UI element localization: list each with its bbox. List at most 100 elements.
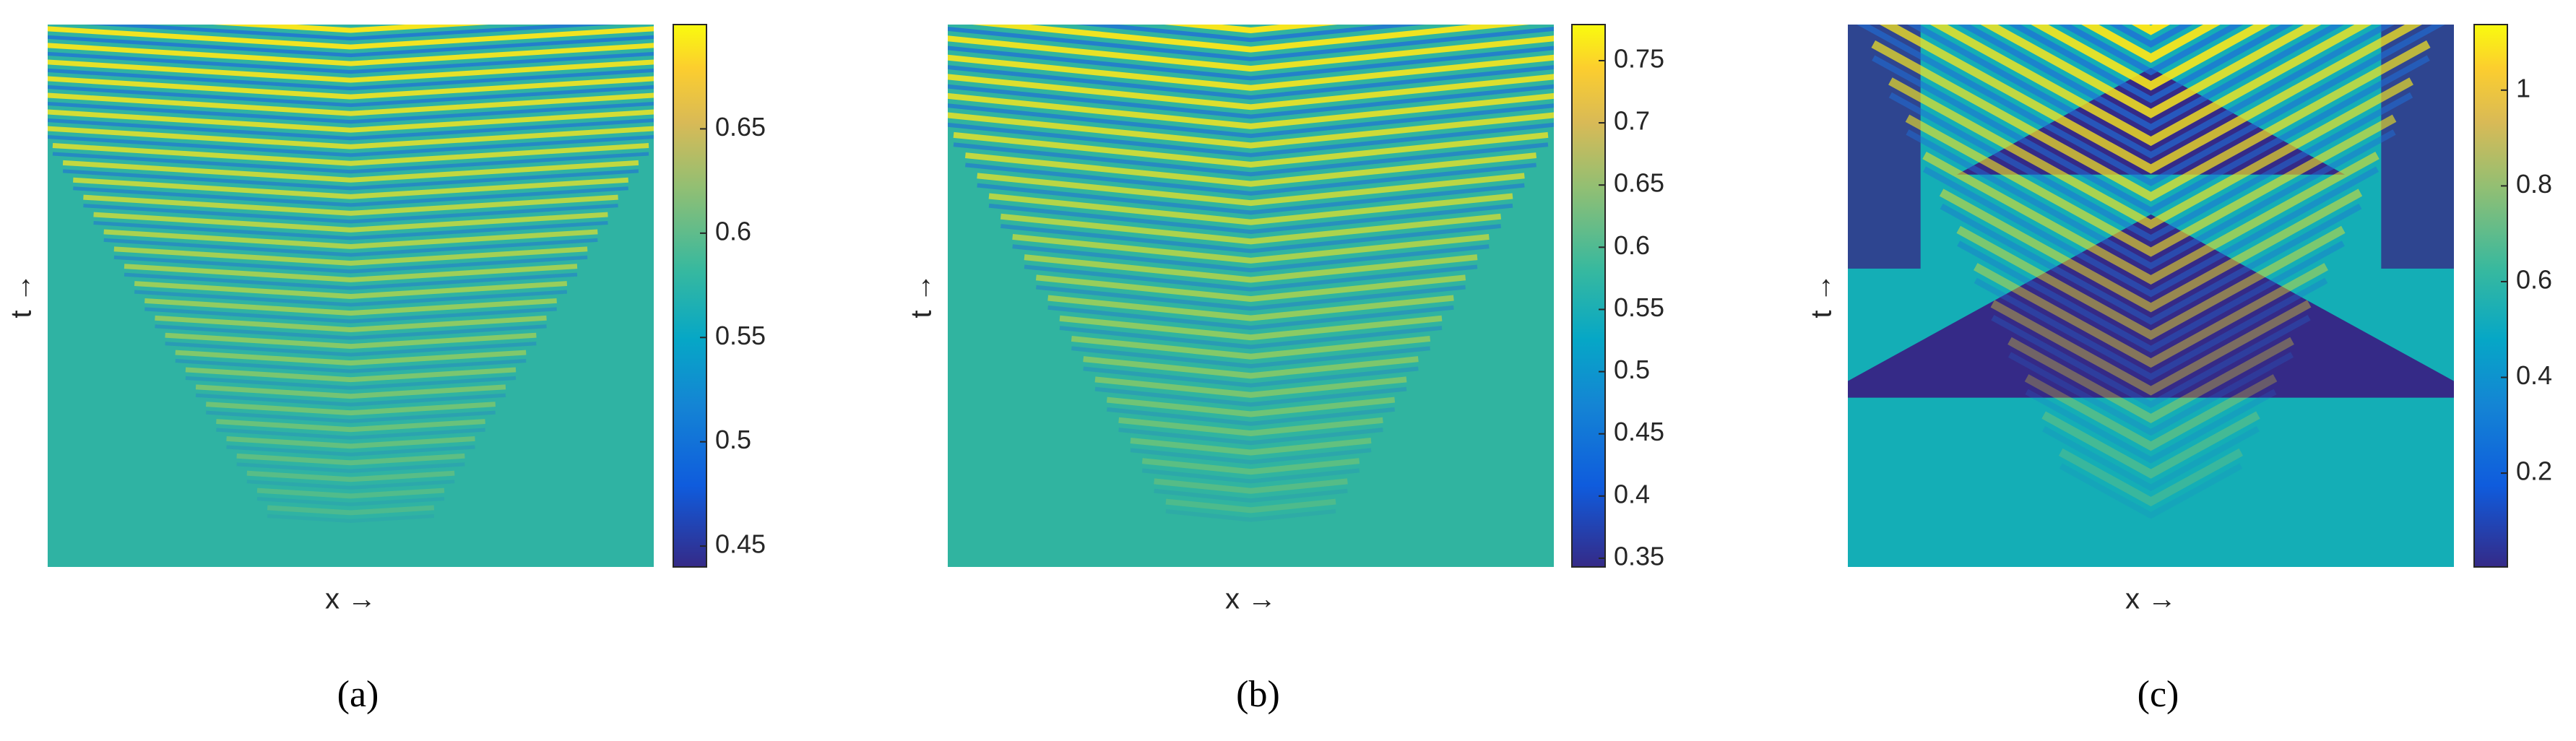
pattern-stripe	[52, 152, 649, 174]
pattern-stripe	[1165, 498, 1336, 514]
heatmap-image	[48, 25, 654, 567]
pattern-stripe	[953, 142, 1549, 177]
pattern-stripe	[1012, 244, 1490, 273]
pattern-stripe	[1118, 428, 1383, 446]
pattern-stripe	[185, 367, 517, 383]
pattern-stripe	[185, 376, 517, 390]
pattern-stripe	[948, 92, 1554, 129]
pattern-stripe	[1118, 417, 1383, 437]
pattern-stripe	[1922, 151, 2380, 285]
pattern-stripe	[48, 26, 654, 50]
pattern-stripe	[1024, 264, 1478, 292]
pattern-stripe	[256, 497, 445, 506]
colorbar-tick-label: 0.55	[715, 321, 766, 350]
pattern-stripe	[175, 350, 527, 366]
pattern-stripe	[1071, 346, 1430, 368]
pattern-stripe	[212, 25, 489, 33]
pattern-stripe	[103, 229, 598, 249]
pattern-stripe	[48, 59, 654, 83]
pattern-stripe	[48, 35, 654, 58]
pattern-stripe	[948, 103, 1554, 139]
pattern-stripe	[226, 445, 475, 456]
pattern-stripe	[2109, 25, 2193, 48]
pattern-stripe	[1922, 166, 2380, 298]
pattern-stripe	[1164, 25, 1338, 34]
colorbar-tick-label: 0.4	[1614, 479, 1650, 508]
pattern-stripe	[948, 46, 1554, 81]
pattern-stripe	[113, 246, 588, 266]
pattern-stripe	[48, 135, 654, 157]
pattern-stripe	[1012, 233, 1490, 264]
colorbar-tick-label: 0.65	[715, 112, 766, 142]
pattern-stripe	[1130, 438, 1372, 456]
pattern-stripe	[165, 332, 537, 350]
pattern-stripe	[988, 193, 1513, 225]
pattern-stripe	[2031, 25, 2271, 91]
pattern-stripe	[1106, 396, 1396, 417]
pattern-stripe	[83, 204, 618, 224]
pattern-stripe	[155, 324, 547, 340]
pattern-stripe	[1154, 478, 1348, 494]
colorbar-tick-label: 0.45	[715, 529, 766, 559]
pattern-stripe	[1094, 386, 1407, 407]
pattern-stripe	[948, 35, 1554, 72]
pattern-stripe	[1083, 356, 1419, 379]
pattern-stripe	[206, 402, 496, 416]
pattern-stripe	[948, 54, 1554, 91]
pattern-stripe	[236, 462, 465, 473]
pattern-stripe	[48, 101, 654, 124]
pattern-stripe	[1154, 488, 1348, 503]
pattern-stripe	[165, 342, 537, 357]
colorbar-tick-label: 0.45	[1614, 417, 1664, 446]
pattern-stripe	[2059, 463, 2243, 519]
colorbar-tick-label: 0.35	[1614, 541, 1664, 571]
colorbar-tick-label: 0.55	[1614, 292, 1664, 322]
colorbar	[673, 25, 706, 567]
pattern-stripe	[2081, 25, 2221, 63]
pattern-stripe	[1872, 55, 2430, 214]
pattern-stripe	[953, 131, 1549, 168]
pattern-stripe	[1957, 240, 2345, 353]
caption: (b)	[1236, 674, 1280, 715]
pattern-stripe	[1165, 508, 1336, 522]
pattern-stripe	[948, 65, 1554, 100]
pattern-stripe	[48, 76, 654, 100]
pattern-stripe	[48, 126, 654, 150]
pattern-stripe	[2025, 389, 2277, 464]
pattern-stripe	[1957, 25, 2345, 131]
pattern-stripe	[988, 203, 1513, 234]
pattern-stripe	[1956, 225, 2346, 340]
pattern-stripe	[1036, 285, 1466, 311]
pattern-stripe	[1929, 25, 2372, 147]
colorbar-tick-label: 0.6	[1614, 230, 1650, 260]
pattern-stripe	[948, 84, 1554, 119]
pattern-stripe	[1024, 254, 1478, 283]
pattern-stripe	[2007, 352, 2294, 436]
pattern-stripe	[1880, 25, 2422, 174]
pattern-stripe	[1907, 25, 2395, 159]
x-axis-label: x →	[1225, 584, 1276, 615]
pattern-stripe	[2058, 25, 2244, 76]
pattern-stripe	[1871, 40, 2431, 202]
pattern-stripe	[48, 118, 654, 141]
pattern-stripe	[175, 359, 527, 373]
pattern-stripe	[948, 122, 1554, 157]
pattern-stripe	[134, 281, 568, 299]
pattern-stripe	[48, 68, 654, 91]
heatmap-image	[1848, 25, 2454, 567]
pattern-stripe	[267, 514, 435, 523]
pattern-stripe	[1991, 314, 2311, 409]
pattern-stripe	[948, 74, 1554, 110]
pattern-stripe	[216, 428, 485, 440]
pattern-stripe	[1059, 326, 1443, 350]
pattern-stripe	[134, 290, 567, 307]
pattern-stripe	[1000, 224, 1501, 254]
caption: (a)	[337, 674, 379, 715]
pattern-stripe	[1980, 25, 2322, 118]
pattern-stripe	[2132, 25, 2170, 35]
pattern-stripe	[93, 220, 608, 240]
pattern-stripe	[48, 51, 654, 74]
pattern-stripe	[124, 264, 578, 282]
pattern-stripe	[1888, 92, 2413, 242]
